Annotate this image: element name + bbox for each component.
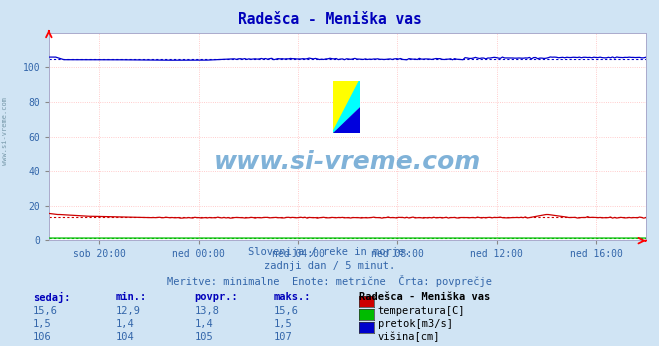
Text: 104: 104 xyxy=(115,332,134,342)
Text: 1,4: 1,4 xyxy=(194,319,213,329)
Text: zadnji dan / 5 minut.: zadnji dan / 5 minut. xyxy=(264,261,395,271)
Text: 1,5: 1,5 xyxy=(33,319,51,329)
Text: www.si-vreme.com: www.si-vreme.com xyxy=(2,98,9,165)
Text: povpr.:: povpr.: xyxy=(194,292,238,302)
Text: 15,6: 15,6 xyxy=(273,306,299,316)
Text: 107: 107 xyxy=(273,332,292,342)
Text: 12,9: 12,9 xyxy=(115,306,140,316)
Text: 105: 105 xyxy=(194,332,213,342)
Text: maks.:: maks.: xyxy=(273,292,311,302)
Text: pretok[m3/s]: pretok[m3/s] xyxy=(378,319,453,329)
Text: www.si-vreme.com: www.si-vreme.com xyxy=(214,149,481,174)
Text: 13,8: 13,8 xyxy=(194,306,219,316)
Text: Radešca - Meniška vas: Radešca - Meniška vas xyxy=(238,12,421,27)
Text: 106: 106 xyxy=(33,332,51,342)
Text: min.:: min.: xyxy=(115,292,146,302)
Text: sedaj:: sedaj: xyxy=(33,292,71,303)
Text: Meritve: minimalne  Enote: metrične  Črta: povprečje: Meritve: minimalne Enote: metrične Črta:… xyxy=(167,275,492,287)
Text: 15,6: 15,6 xyxy=(33,306,58,316)
Text: temperatura[C]: temperatura[C] xyxy=(378,306,465,316)
Polygon shape xyxy=(333,107,360,133)
Polygon shape xyxy=(333,81,360,133)
Text: 1,5: 1,5 xyxy=(273,319,292,329)
Polygon shape xyxy=(333,81,360,133)
Text: 1,4: 1,4 xyxy=(115,319,134,329)
Text: višina[cm]: višina[cm] xyxy=(378,332,440,343)
Text: Radešca - Meniška vas: Radešca - Meniška vas xyxy=(359,292,490,302)
Text: Slovenija / reke in morje.: Slovenija / reke in morje. xyxy=(248,247,411,257)
